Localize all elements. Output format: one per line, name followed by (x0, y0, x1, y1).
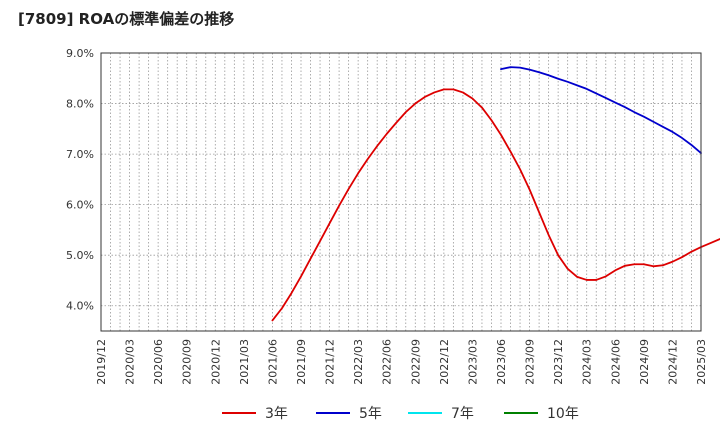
x-tick-label: 2023/09 (524, 339, 537, 385)
x-tick-label: 2020/12 (209, 339, 222, 385)
legend-label: 5年 (359, 406, 382, 422)
grid (100, 52, 702, 331)
x-tick-label: 2024/09 (638, 339, 651, 385)
x-tick-label: 2023/12 (552, 339, 565, 385)
y-tick-label: 7.0% (66, 148, 94, 161)
legend: 3年 5年 7年 10年 (222, 406, 579, 422)
chart-title: [7809] ROAの標準偏差の推移 (18, 10, 235, 28)
x-tick-label: 2020/09 (181, 339, 194, 385)
legend-label: 3年 (265, 406, 288, 422)
x-tick-label: 2022/03 (352, 339, 365, 385)
series-line-5年 (500, 66, 702, 154)
x-tick-label: 2024/03 (581, 339, 594, 385)
legend-label: 10年 (547, 406, 579, 422)
y-tick-label: 6.0% (66, 199, 94, 212)
x-tick-label: 2020/03 (124, 339, 137, 385)
y-axis-ticks: 4.0% 5.0% 6.0% 7.0% 8.0% 9.0% (66, 47, 94, 313)
x-tick-label: 2025/03 (695, 339, 708, 385)
y-tick-label: 8.0% (66, 98, 94, 111)
x-axis-ticks: 2019/12 2020/03 2020/06 2020/09 2020/12 2021/… (95, 339, 708, 385)
x-tick-label: 2023/03 (466, 339, 479, 385)
legend-label: 7年 (451, 406, 474, 422)
x-tick-label: 2021/12 (324, 339, 337, 385)
x-tick-label: 2022/12 (438, 339, 451, 385)
x-tick-label: 2024/12 (666, 339, 679, 385)
series-line-3年 (271, 88, 720, 322)
y-tick-label: 4.0% (66, 300, 94, 313)
y-tick-label: 5.0% (66, 249, 94, 262)
x-tick-label: 2023/06 (495, 339, 508, 385)
series-layer (271, 66, 720, 322)
x-tick-label: 2024/06 (609, 339, 622, 385)
x-tick-label: 2021/09 (295, 339, 308, 385)
y-tick-label: 9.0% (66, 47, 94, 60)
x-tick-label: 2022/09 (409, 339, 422, 385)
x-tick-label: 2021/06 (266, 339, 279, 385)
x-tick-label: 2021/03 (238, 339, 251, 385)
x-tick-label: 2019/12 (95, 339, 108, 385)
x-tick-label: 2022/06 (381, 339, 394, 385)
x-tick-label: 2020/06 (152, 339, 165, 385)
plot-frame (100, 52, 702, 332)
